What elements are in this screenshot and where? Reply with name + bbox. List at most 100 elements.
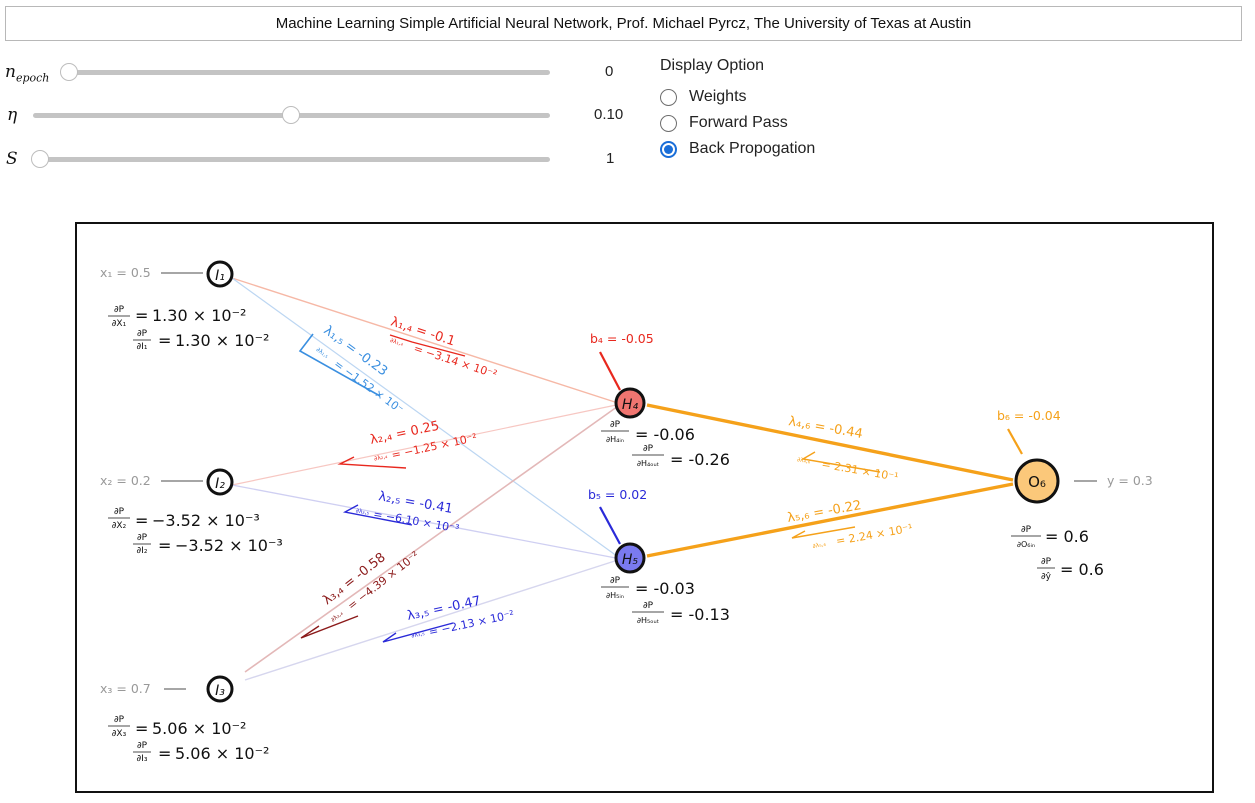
grad-arrow-3-4 (300, 615, 359, 639)
grad-arrow-3-5 (382, 622, 454, 643)
seed-slider-thumb[interactable] (31, 150, 49, 168)
dp-numerator: ∂P (114, 507, 125, 517)
di-denominator: ∂I₃ (137, 754, 148, 764)
di-denominator: ∂I₂ (137, 546, 148, 556)
edge-1-4 (231, 277, 622, 405)
dp-numerator: ∂P (610, 576, 621, 586)
h5-out-gradient: = -0.13 (670, 605, 730, 624)
grad-arrow-2-5 (342, 504, 413, 526)
seed-slider-track[interactable] (33, 157, 550, 162)
y-gradient: = 0.6 (1060, 560, 1104, 579)
bias-4-label: b₄ = -0.05 (590, 331, 654, 346)
radio-button[interactable] (660, 114, 677, 132)
seed-slider-row: S 1 (0, 147, 640, 171)
eq-sign: = (158, 536, 171, 555)
bias-5-label: b₅ = 0.02 (588, 487, 647, 502)
grad-arrow-5-6 (791, 526, 856, 539)
y-label: y = 0.3 (1107, 473, 1153, 488)
dp-numerator: ∂P (114, 715, 125, 725)
epoch-slider-label: nepoch (5, 62, 50, 85)
dp-numerator: ∂P (137, 741, 148, 751)
dy-denominator: ∂ŷ (1041, 572, 1052, 582)
x2-gradient: −3.52 × 10⁻³ (152, 511, 260, 530)
x1-gradient: 1.30 × 10⁻² (152, 306, 246, 325)
do-in-denominator: ∂O₆ᵢₙ (1017, 540, 1035, 549)
edge-5-6 (646, 482, 1014, 558)
input-3-gradients: ∂P ∂X₃ = 5.06 × 10⁻² ∂P ∂I₃ = 5.06 × 10⁻… (108, 715, 269, 764)
learning-rate-value: 0.10 (594, 106, 624, 123)
eq-sign: = (158, 331, 171, 350)
radio-back-propagation[interactable]: Back Propogation (660, 136, 815, 162)
dx-denominator: ∂X₂ (112, 521, 127, 531)
dp-numerator: ∂P (114, 305, 125, 315)
radio-label: Forward Pass (689, 114, 788, 131)
edge-2-5 (231, 484, 622, 560)
dp-numerator: ∂P (137, 533, 148, 543)
app-title: Machine Learning Simple Artificial Neura… (5, 6, 1242, 41)
grad-denominator: ∂λ₅,₆ (812, 541, 827, 550)
dx-denominator: ∂X₃ (112, 729, 127, 739)
learning-rate-slider-row: η 0.10 (0, 103, 640, 127)
hidden-4-gradients: ∂P ∂H₄ᵢₙ = -0.06 ∂P ∂H₄ₒᵤₜ = -0.26 (601, 420, 730, 469)
grad-denominator: ∂λ₂,₄ (373, 453, 388, 463)
radio-forward-pass[interactable]: Forward Pass (660, 110, 815, 136)
grad-denominator: ∂λ₁,₄ (389, 337, 404, 348)
input-2-gradients: ∂P ∂X₂ = −3.52 × 10⁻³ ∂P ∂I₂ = −3.52 × 1… (108, 507, 283, 556)
h5-in-gradient: = -0.03 (635, 579, 695, 598)
learning-rate-slider-label: η (7, 105, 18, 125)
input-node-3 (206, 675, 234, 703)
hidden-5-gradients: ∂P ∂H₅ᵢₙ = -0.03 ∂P ∂H₅ₒᵤₜ = -0.13 (601, 576, 730, 625)
bias-6-label: b₆ = -0.04 (997, 408, 1061, 423)
hidden-node-5 (614, 542, 646, 574)
epoch-slider-thumb[interactable] (60, 63, 78, 81)
hidden-node-5-label: H₅ (622, 552, 639, 568)
eq-sign: = (135, 306, 148, 325)
network-diagram: I₁ I₂ I₃ H₄ H₅ O₆ x₁ = 0.5 x₂ = 0.2 x₃ =… (75, 222, 1214, 793)
hidden-node-4 (614, 387, 646, 419)
dh-in-denominator: ∂H₄ᵢₙ (606, 435, 624, 444)
eq-sign: = (135, 511, 148, 530)
x3-label: x₃ = 0.7 (100, 681, 151, 696)
seed-slider-label: S (6, 149, 18, 169)
x1-label: x₁ = 0.5 (100, 265, 151, 280)
radio-weights[interactable]: Weights (660, 84, 815, 110)
h4-out-gradient: = -0.26 (670, 450, 730, 469)
edge-2-4 (231, 403, 622, 486)
dp-numerator: ∂P (1041, 557, 1052, 567)
di-denominator: ∂I₁ (137, 342, 148, 352)
grad-denominator: ∂λ₄,₆ (797, 456, 812, 465)
bias-line-6 (1007, 428, 1023, 455)
i2-gradient: −3.52 × 10⁻³ (175, 536, 283, 555)
dh-in-denominator: ∂H₅ᵢₙ (606, 591, 624, 600)
grad-arrow-4-6 (800, 451, 881, 473)
hidden-node-4-label: H₄ (622, 397, 639, 413)
epoch-value: 0 (605, 63, 614, 80)
radio-button[interactable] (660, 140, 677, 158)
bias-line-5 (599, 506, 621, 545)
edge-1-5 (231, 277, 622, 560)
learning-rate-slider-thumb[interactable] (281, 106, 300, 124)
epoch-slider-row: nepoch 0 (0, 60, 640, 84)
h4-in-gradient: = -0.06 (635, 425, 695, 444)
display-option-group: Display Option Weights Forward Pass Back… (660, 57, 815, 162)
dp-numerator: ∂P (643, 601, 654, 611)
dp-numerator: ∂P (137, 329, 148, 339)
dh-out-denominator: ∂H₄ₒᵤₜ (637, 459, 659, 468)
edge-4-6 (646, 403, 1014, 482)
epoch-slider-track[interactable] (62, 70, 550, 75)
radio-button[interactable] (660, 88, 677, 106)
i3-gradient: 5.06 × 10⁻² (175, 744, 269, 763)
edge-3-4 (244, 403, 622, 673)
output-gradients: ∂P ∂O₆ᵢₙ = 0.6 ∂P ∂ŷ = 0.6 (1011, 525, 1104, 582)
grad-arrow-2-4 (337, 456, 407, 469)
eq-sign: = (135, 719, 148, 738)
dp-numerator: ∂P (643, 444, 654, 454)
x3-gradient: 5.06 × 10⁻² (152, 719, 246, 738)
eq-sign: = (158, 744, 171, 763)
x2-label: x₂ = 0.2 (100, 473, 151, 488)
dp-numerator: ∂P (1021, 525, 1032, 535)
input-1-gradients: ∂P ∂X₁ = 1.30 × 10⁻² ∂P ∂I₁ = 1.30 × 10⁻… (108, 305, 269, 352)
output-node-6-label: O₆ (1028, 473, 1046, 491)
input-node-2-label: I₂ (215, 476, 225, 492)
diagram-border (75, 222, 1214, 793)
